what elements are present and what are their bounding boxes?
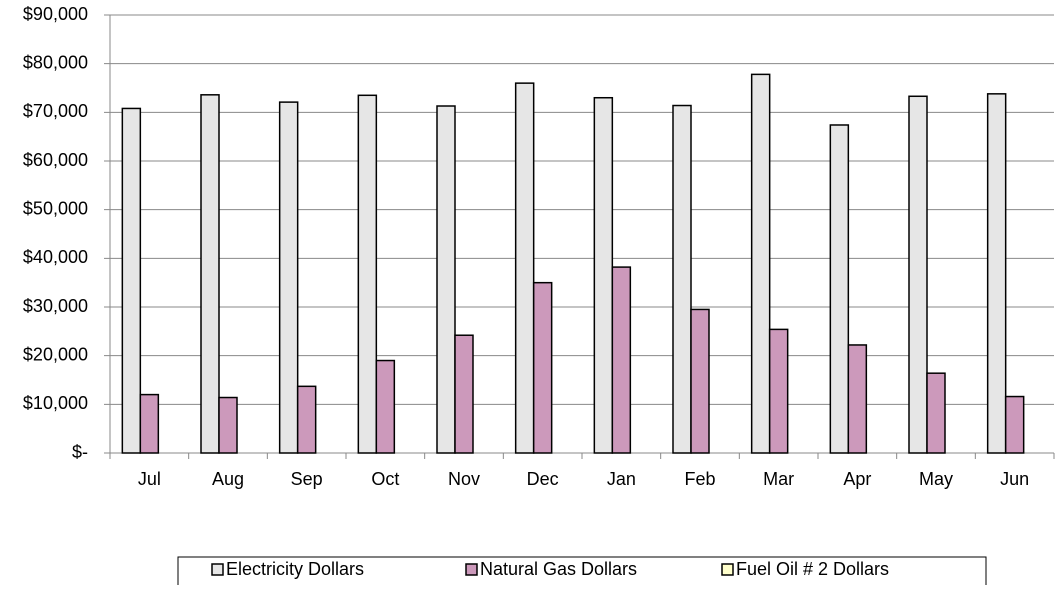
x-tick-label: Jan: [607, 469, 636, 489]
y-tick-label: $70,000: [23, 101, 88, 121]
bar: [514, 82, 535, 454]
bar: [672, 104, 692, 454]
bar: [139, 393, 160, 454]
x-tick-label: Jul: [138, 469, 161, 489]
y-tick-label: $60,000: [23, 150, 88, 170]
legend-label: Fuel Oil # 2 Dollars: [736, 559, 889, 579]
bar: [375, 359, 396, 454]
bar: [926, 372, 946, 454]
x-tick-label: Oct: [371, 469, 399, 489]
bar: [986, 93, 1007, 454]
bar: [121, 107, 142, 454]
x-tick-label: May: [919, 469, 953, 489]
bar: [768, 328, 789, 454]
bar: [454, 334, 474, 454]
y-tick-label: $10,000: [23, 393, 88, 413]
legend-label: Natural Gas Dollars: [480, 559, 637, 579]
y-tick-label: $-: [72, 442, 88, 462]
bar: [278, 101, 299, 454]
bar: [532, 281, 553, 454]
x-tick-label: Aug: [212, 469, 244, 489]
legend-swatch: [465, 563, 478, 576]
legend-swatch: [211, 563, 224, 576]
bar: [357, 94, 378, 454]
legend-swatch: [721, 563, 734, 576]
y-tick-label: $20,000: [23, 344, 88, 364]
x-tick-label: Feb: [684, 469, 715, 489]
y-tick-label: $80,000: [23, 52, 88, 72]
x-tick-label: Sep: [291, 469, 323, 489]
bar: [296, 385, 317, 454]
bar: [593, 96, 614, 454]
bar: [690, 308, 710, 454]
y-tick-label: $40,000: [23, 247, 88, 267]
bar: [1004, 395, 1025, 454]
bar: [908, 95, 928, 454]
bar: [611, 266, 632, 454]
bar: [829, 124, 850, 454]
x-tick-label: Dec: [527, 469, 559, 489]
y-tick-label: $90,000: [23, 4, 88, 24]
x-tick-label: Mar: [763, 469, 794, 489]
x-tick-label: Jun: [1000, 469, 1029, 489]
legend-label: Electricity Dollars: [226, 559, 364, 579]
x-tick-label: Apr: [843, 469, 871, 489]
y-tick-label: $30,000: [23, 296, 88, 316]
bar: [847, 344, 868, 454]
y-tick-label: $50,000: [23, 198, 88, 218]
bar: [200, 94, 220, 454]
x-tick-label: Nov: [448, 469, 480, 489]
bar: [436, 105, 456, 454]
bar: [750, 73, 771, 454]
bar: [218, 396, 238, 454]
